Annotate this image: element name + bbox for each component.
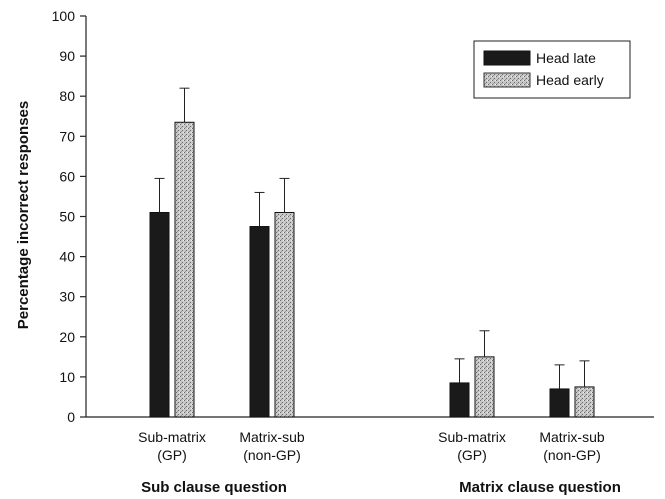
x-category-label: Matrix-sub bbox=[539, 429, 605, 445]
bar-head-late bbox=[149, 211, 170, 418]
bar-head-early bbox=[574, 386, 595, 418]
bar-head-late bbox=[449, 382, 470, 418]
x-category-sublabel: (non-GP) bbox=[543, 447, 601, 463]
x-category-sublabel: (non-GP) bbox=[243, 447, 301, 463]
bar-head-early bbox=[274, 211, 295, 418]
y-tick-label: 60 bbox=[59, 168, 75, 184]
bar-head-late bbox=[249, 226, 270, 418]
bar-head-early bbox=[474, 356, 495, 418]
y-tick-label: 80 bbox=[59, 88, 75, 104]
legend-label-head-early: Head early bbox=[536, 72, 604, 88]
y-tick-label: 20 bbox=[59, 329, 75, 345]
error-bars bbox=[154, 87, 590, 389]
y-tick-label: 50 bbox=[59, 209, 75, 225]
x-category-sublabel: (GP) bbox=[157, 447, 187, 463]
x-category-label: Sub-matrix bbox=[438, 429, 506, 445]
y-tick-label: 40 bbox=[59, 249, 75, 265]
x-axis-labels: Sub-matrix (GP) Matrix-sub (non-GP) Sub-matr… bbox=[138, 429, 621, 496]
x-category-label: Matrix-sub bbox=[239, 429, 305, 445]
bar-head-early bbox=[174, 121, 195, 418]
x-category-sublabel: (GP) bbox=[457, 447, 487, 463]
axes: 0 10 20 30 40 50 60 70 80 90 100 bbox=[52, 8, 654, 425]
y-tick-label: 100 bbox=[52, 8, 76, 24]
legend: Head late Head early bbox=[473, 40, 631, 99]
y-tick-label: 10 bbox=[59, 369, 75, 385]
x-category-label: Sub-matrix bbox=[138, 429, 206, 445]
bar-head-late bbox=[549, 388, 570, 418]
y-axis-label: Percentage incorrect responses bbox=[15, 101, 32, 329]
legend-label-head-late: Head late bbox=[536, 50, 596, 66]
y-tick-label: 30 bbox=[59, 289, 75, 305]
x-group-label: Matrix clause question bbox=[459, 479, 621, 496]
legend-swatch-head-late bbox=[483, 50, 531, 66]
y-tick-label: 0 bbox=[67, 409, 75, 425]
y-tick-label: 90 bbox=[59, 48, 75, 64]
x-group-label: Sub clause question bbox=[141, 479, 287, 496]
y-tick-label: 70 bbox=[59, 128, 75, 144]
legend-swatch-head-early bbox=[483, 72, 531, 88]
bars bbox=[149, 121, 595, 418]
